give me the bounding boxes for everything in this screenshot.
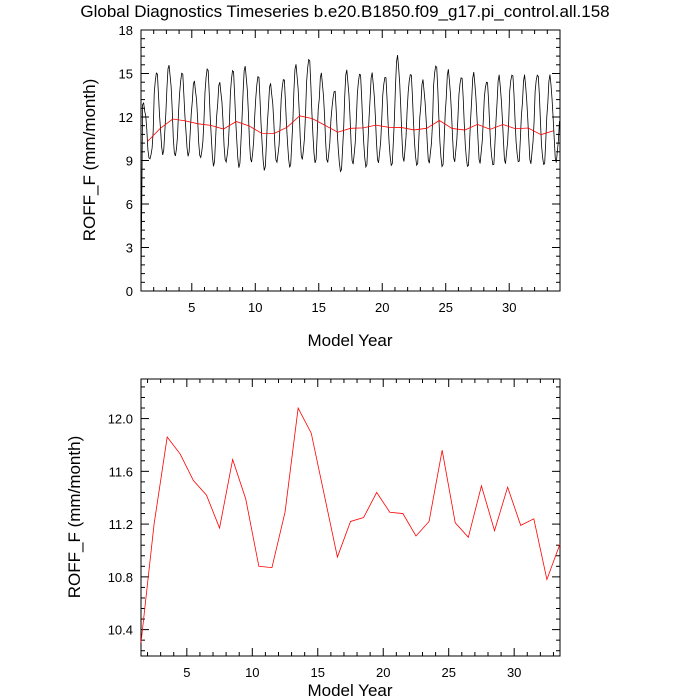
bottom-x-axis-label: Model Year xyxy=(307,681,392,700)
y-tick-label: 11.2 xyxy=(109,517,133,532)
y-tick-label: 12 xyxy=(119,110,133,125)
x-tick-label: 25 xyxy=(438,300,452,315)
x-tick-label: 15 xyxy=(312,300,326,315)
y-tick-label: 0 xyxy=(126,284,133,299)
x-tick-label: 5 xyxy=(188,300,195,315)
series-line-annual-mean xyxy=(147,115,554,142)
top-panel: 5 10 15 20 25 30 0 3 6 9 12 15 18 Model Year ROFF_F … xyxy=(80,23,561,350)
y-tick-label: 9 xyxy=(126,154,133,169)
x-tick-label: 30 xyxy=(502,300,516,315)
bottom-ticks: 5 10 15 20 25 30 10.4 10.8 11.2 11.6 12.0 xyxy=(108,379,560,680)
x-tick-label: 15 xyxy=(311,665,325,680)
x-tick-label: 30 xyxy=(507,665,521,680)
x-tick-label: 10 xyxy=(245,665,259,680)
bottom-y-axis-label: ROFF_F (mm/month) xyxy=(65,436,84,598)
series-line-annual-mean xyxy=(140,406,561,643)
y-tick-label: 10.4 xyxy=(108,623,133,638)
x-tick-label: 5 xyxy=(183,665,190,680)
top-y-axis-label: ROFF_F (mm/month) xyxy=(80,79,99,241)
bottom-series xyxy=(140,406,561,643)
y-tick-label: 18 xyxy=(119,23,133,38)
x-tick-label: 25 xyxy=(441,665,455,680)
y-tick-label: 6 xyxy=(126,197,133,212)
bottom-plot-frame xyxy=(140,378,561,657)
y-tick-label: 15 xyxy=(119,67,133,82)
x-tick-label: 20 xyxy=(375,300,389,315)
series-line-monthly xyxy=(140,54,560,290)
chart-title: Global Diagnostics Timeseries b.e20.B185… xyxy=(80,2,609,21)
y-tick-label: 3 xyxy=(126,241,133,256)
top-series xyxy=(140,54,560,290)
top-plot-frame xyxy=(140,29,561,292)
top-ticks: 5 10 15 20 25 30 0 3 6 9 12 15 18 xyxy=(119,23,561,315)
bottom-panel: 5 10 15 20 25 30 10.4 10.8 11.2 11.6 12.0 Model Ye… xyxy=(65,378,561,700)
x-tick-label: 10 xyxy=(248,300,262,315)
y-tick-label: 11.6 xyxy=(109,464,133,479)
y-tick-label: 10.8 xyxy=(108,570,133,585)
top-x-axis-label: Model Year xyxy=(307,331,392,350)
x-tick-label: 20 xyxy=(376,665,390,680)
y-tick-label: 12.0 xyxy=(108,412,133,427)
